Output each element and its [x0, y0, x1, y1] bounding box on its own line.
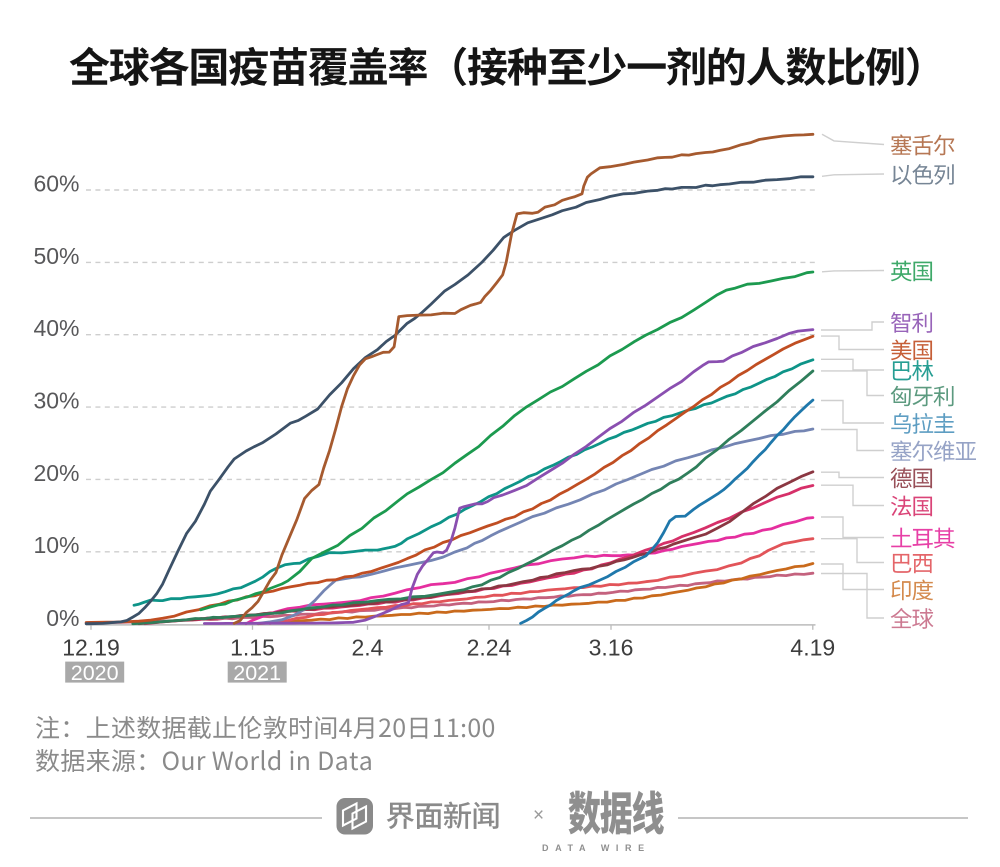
- svg-text:1.15: 1.15: [230, 635, 275, 661]
- svg-text:2020: 2020: [71, 661, 119, 685]
- svg-text:4.19: 4.19: [790, 635, 835, 661]
- svg-text:50%: 50%: [33, 243, 79, 269]
- svg-text:3.16: 3.16: [589, 635, 634, 661]
- svg-text:2.24: 2.24: [467, 635, 512, 661]
- svg-text:12.19: 12.19: [62, 635, 120, 661]
- svg-text:40%: 40%: [33, 315, 79, 341]
- svg-text:2.4: 2.4: [352, 635, 384, 661]
- svg-text:×: ×: [533, 805, 544, 826]
- svg-text:30%: 30%: [33, 387, 79, 413]
- svg-text:2021: 2021: [233, 661, 281, 685]
- svg-text:60%: 60%: [33, 170, 79, 196]
- svg-text:0%: 0%: [46, 605, 79, 631]
- svg-text:20%: 20%: [33, 460, 79, 486]
- svg-text:10%: 10%: [33, 532, 79, 558]
- svg-text:DATA WIRE: DATA WIRE: [542, 843, 651, 853]
